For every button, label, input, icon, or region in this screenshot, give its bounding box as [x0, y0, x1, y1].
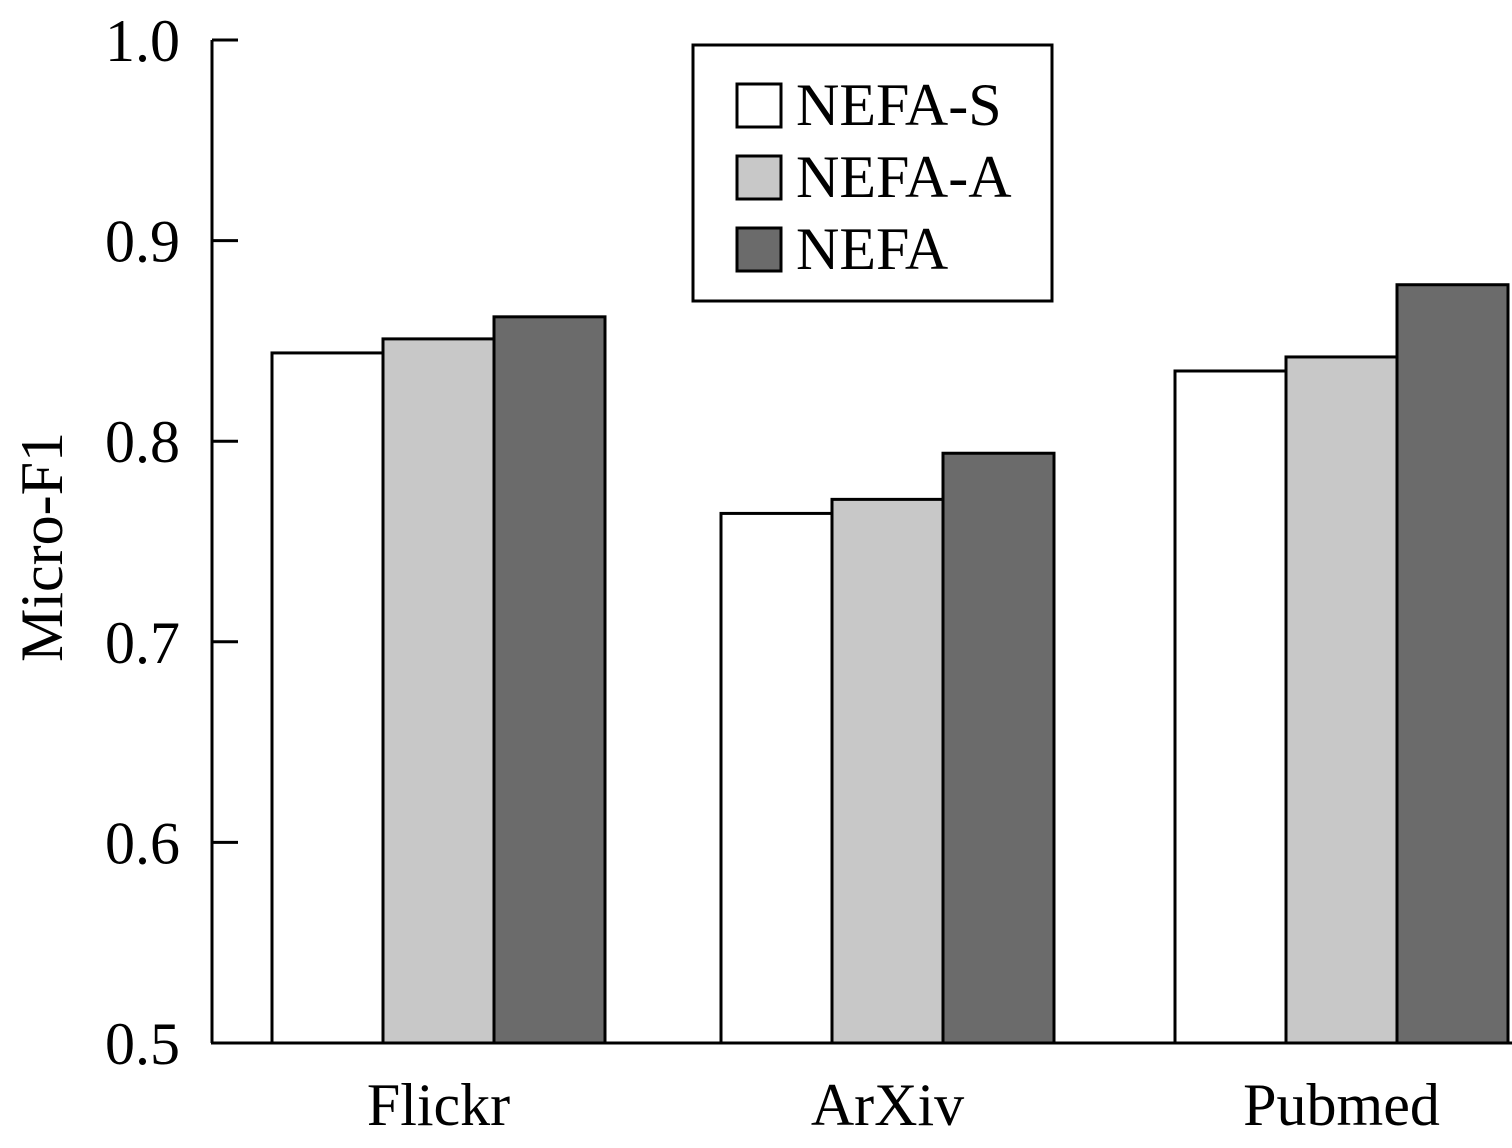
- bar-nefa-a-arxiv: [830, 497, 945, 1045]
- y-axis-title: Micro-F1: [9, 432, 75, 662]
- y-tick-label: 0.8: [105, 409, 180, 475]
- bar-nefa-a-pubmed: [1284, 355, 1399, 1045]
- bars-layer: [270, 283, 1510, 1045]
- bar-nefa-s-arxiv: [719, 511, 834, 1045]
- y-tick-label: 0.5: [105, 1011, 180, 1077]
- axes-layer: [210, 40, 1512, 1045]
- y-tick-label: 0.7: [105, 610, 180, 676]
- category-labels: Flickr ArXiv Pubmed: [367, 1072, 1440, 1138]
- bar-nefa-s-pubmed: [1173, 369, 1288, 1045]
- y-tick-label: 1.0: [105, 8, 180, 74]
- legend-label-nefa-a: NEFA-A: [796, 144, 1012, 210]
- bar-nefa-arxiv: [941, 451, 1056, 1045]
- bar-nefa-a-flickr: [381, 337, 496, 1045]
- legend-label-nefa: NEFA: [796, 216, 948, 282]
- bar-nefa-flickr: [492, 315, 607, 1045]
- legend-swatch-nefa-a: [735, 154, 783, 201]
- x-category-label: Flickr: [367, 1072, 510, 1138]
- legend-swatch-nefa-s: [735, 82, 783, 129]
- bar-nefa-pubmed: [1395, 283, 1510, 1045]
- x-category-label: Pubmed: [1243, 1072, 1440, 1138]
- y-tick-label: 0.9: [105, 209, 180, 275]
- x-category-label: ArXiv: [811, 1072, 964, 1138]
- bar-nefa-s-flickr: [270, 351, 385, 1045]
- legend-label-nefa-s: NEFA-S: [796, 72, 1002, 138]
- legend-swatch-nefa: [735, 226, 783, 273]
- y-tick-label: 0.6: [105, 810, 180, 876]
- ticks-layer: 0.5 0.6 0.7 0.8 0.9 1.0: [105, 8, 238, 1077]
